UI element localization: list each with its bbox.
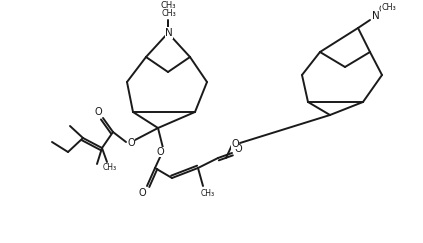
Text: O: O	[234, 144, 242, 154]
Text: O: O	[138, 188, 146, 198]
Text: O: O	[231, 139, 239, 149]
Text: CH₃: CH₃	[103, 164, 117, 173]
Text: O: O	[94, 107, 102, 117]
Text: O: O	[127, 138, 135, 148]
Text: O: O	[234, 144, 242, 154]
Text: CH₃: CH₃	[103, 164, 117, 173]
Text: N: N	[372, 11, 380, 21]
Text: CH₃: CH₃	[382, 3, 396, 12]
Text: N: N	[165, 28, 173, 38]
Text: O: O	[127, 138, 135, 148]
Text: CH₃: CH₃	[201, 190, 215, 199]
Text: N: N	[165, 28, 173, 38]
Text: O: O	[231, 139, 239, 149]
Text: O: O	[138, 188, 146, 198]
Text: O: O	[156, 147, 164, 157]
Text: O: O	[94, 107, 102, 117]
Text: O: O	[156, 147, 164, 157]
Text: CH₃: CH₃	[160, 9, 176, 18]
Text: N: N	[372, 11, 380, 21]
Text: CH₃: CH₃	[201, 190, 215, 199]
Text: N: N	[164, 10, 172, 20]
Text: CH₃: CH₃	[378, 6, 394, 15]
Text: CH₃: CH₃	[160, 1, 176, 10]
Text: CH₃: CH₃	[162, 9, 176, 18]
